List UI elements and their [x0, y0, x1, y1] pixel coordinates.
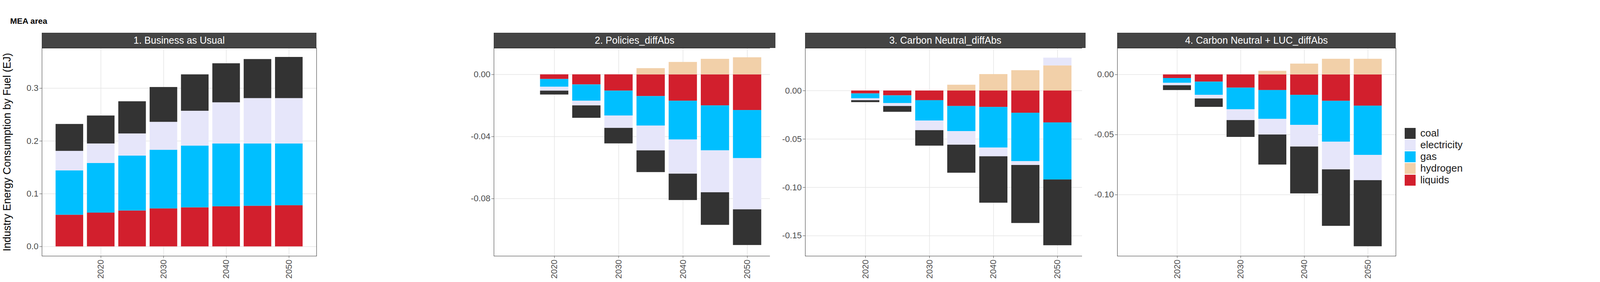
html-text:1. Business as Usual: 1. Business as Usual: [133, 34, 225, 46]
svg-text:0.00: 0.00: [473, 69, 491, 80]
svg-text:2030: 2030: [613, 260, 624, 280]
svg-text:2050: 2050: [742, 260, 752, 280]
svg-text:-0.08: -0.08: [470, 193, 491, 204]
svg-text:-0.10: -0.10: [1094, 189, 1114, 200]
html-text:hydrogen: hydrogen: [1420, 162, 1463, 175]
html-text:coal: coal: [1420, 127, 1439, 140]
html-text:electricity: electricity: [1420, 139, 1463, 151]
svg-text:0.1: 0.1: [26, 189, 39, 199]
svg-text:2040: 2040: [677, 260, 688, 280]
svg-text:2050: 2050: [283, 260, 294, 280]
svg-text:2020: 2020: [95, 260, 106, 280]
html-text:Industry Energy Consumption by: Industry Energy Consumption by Fuel (EJ): [0, 52, 13, 252]
svg-text:-0.05: -0.05: [782, 134, 802, 145]
html-text:gas: gas: [1420, 150, 1437, 163]
svg-text:0.00: 0.00: [1097, 69, 1115, 80]
svg-text:-0.15: -0.15: [782, 230, 802, 241]
svg-text:2030: 2030: [158, 260, 169, 280]
svg-text:2020: 2020: [1172, 260, 1183, 280]
svg-text:2050: 2050: [1052, 260, 1063, 280]
svg-text:2040: 2040: [1299, 260, 1309, 280]
html-text:liquids: liquids: [1420, 174, 1450, 186]
svg-text:2050: 2050: [1362, 260, 1373, 280]
svg-text:0.2: 0.2: [26, 136, 39, 147]
svg-text:-0.10: -0.10: [782, 182, 802, 193]
svg-text:0.00: 0.00: [785, 85, 802, 96]
svg-text:2030: 2030: [924, 260, 935, 280]
html-text:3. Carbon Neutral_diffAbs: 3. Carbon Neutral_diffAbs: [889, 34, 1002, 46]
html-text:MEA area: MEA area: [10, 16, 48, 26]
html-text:2. Policies_diffAbs: 2. Policies_diffAbs: [594, 34, 675, 46]
svg-text:2020: 2020: [549, 260, 559, 280]
svg-text:0.3: 0.3: [26, 83, 39, 93]
svg-text:2040: 2040: [988, 260, 999, 280]
svg-text:0.0: 0.0: [26, 241, 39, 252]
svg-text:2030: 2030: [1235, 260, 1246, 280]
svg-text:2040: 2040: [221, 260, 231, 280]
html-text:4. Carbon Neutral + LUC_diffAb: 4. Carbon Neutral + LUC_diffAbs: [1185, 34, 1328, 46]
svg-text:2020: 2020: [860, 260, 871, 280]
svg-text:-0.05: -0.05: [1094, 129, 1114, 140]
svg-text:-0.04: -0.04: [470, 131, 491, 142]
